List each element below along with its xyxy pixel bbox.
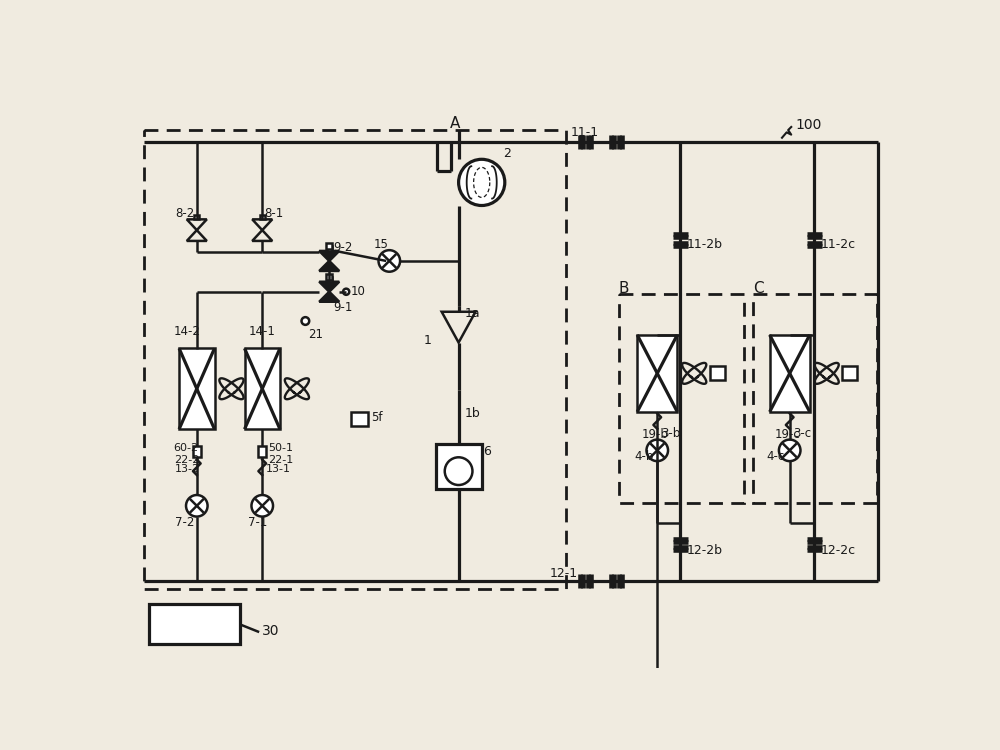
Bar [144,130,566,589]
Polygon shape [319,251,339,261]
Text: 6: 6 [483,446,491,458]
Bar [258,446,266,458]
Circle shape [251,495,273,517]
Text: 4-c: 4-c [767,450,785,463]
Circle shape [186,495,208,517]
Circle shape [459,159,505,206]
Bar [753,294,877,503]
Text: 19-c: 19-c [774,428,800,442]
Bar [327,246,332,251]
Polygon shape [319,292,339,302]
Bar [179,348,215,429]
Text: 22-2: 22-2 [174,454,199,464]
Bar [326,274,332,280]
Bar [149,604,240,644]
Circle shape [379,251,400,272]
Bar [327,277,332,282]
Text: 15: 15 [374,238,389,250]
Circle shape [445,458,472,485]
Text: 1: 1 [424,334,432,346]
Text: A: A [450,116,460,131]
Circle shape [302,317,309,325]
Text: 12-1: 12-1 [549,567,578,580]
Text: 9-2: 9-2 [333,241,352,254]
Bar [436,444,482,489]
Bar [326,243,332,250]
Text: 13-1: 13-1 [266,464,291,474]
Text: B: B [619,281,629,296]
Bar [770,334,810,412]
Text: 7-1: 7-1 [248,516,268,530]
Text: 1b: 1b [465,407,481,420]
Circle shape [343,289,349,295]
Text: 3-c: 3-c [794,427,812,440]
Text: 10: 10 [351,285,366,298]
Text: 9-1: 9-1 [333,301,352,313]
Text: 19-b: 19-b [642,428,669,442]
Text: 22-1: 22-1 [268,454,294,464]
Text: 12-2c: 12-2c [820,544,856,557]
Text: 60-2: 60-2 [174,443,199,453]
Bar [710,366,725,380]
Text: 14-1: 14-1 [248,325,275,338]
Bar [619,294,744,503]
Bar [245,348,280,429]
Bar [193,446,201,458]
Bar [637,334,677,412]
Text: 11-2c: 11-2c [820,238,856,250]
Polygon shape [319,282,339,292]
Text: 11-1: 11-1 [570,126,598,139]
Text: 4-b: 4-b [634,450,654,463]
Text: 50-1: 50-1 [268,443,293,453]
Bar [351,412,368,426]
Bar [260,214,265,219]
Text: 1a: 1a [465,307,480,320]
Bar [194,214,199,219]
Circle shape [779,440,800,461]
Text: 3-b: 3-b [661,427,680,440]
Text: 8-2: 8-2 [175,207,194,220]
Text: 21: 21 [308,328,323,340]
Text: C: C [753,281,763,296]
Text: 5f: 5f [371,411,382,424]
Text: 11-2b: 11-2b [687,238,723,250]
Text: 100: 100 [796,118,822,132]
Text: 7-2: 7-2 [175,516,195,530]
Text: 8-1: 8-1 [265,207,284,220]
Circle shape [646,440,668,461]
Text: 12-2b: 12-2b [687,544,723,557]
Text: 30: 30 [261,623,279,638]
Bar [842,366,857,380]
Text: 14-2: 14-2 [174,325,201,338]
Polygon shape [319,261,339,271]
Text: 2: 2 [503,147,511,160]
Text: 13-2: 13-2 [175,464,200,474]
